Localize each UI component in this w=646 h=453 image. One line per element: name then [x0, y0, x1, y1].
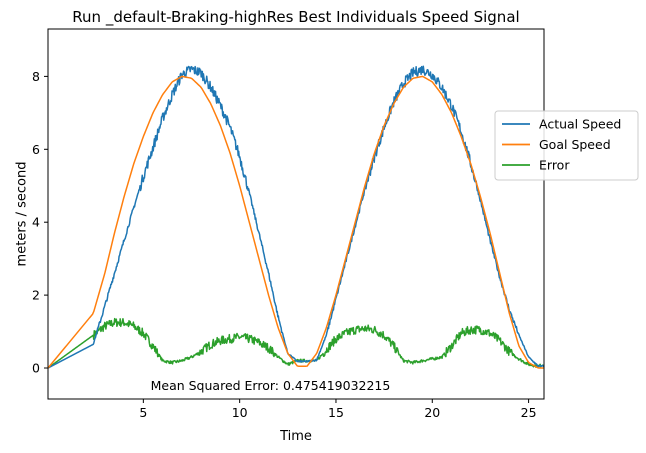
x-axis: 5 10 15 20 25 — [139, 399, 537, 420]
y-tick-label: 0 — [32, 361, 40, 376]
y-tick-label: 2 — [32, 288, 40, 303]
x-tick-label: 25 — [521, 405, 537, 420]
y-axis-label: meters / second — [15, 162, 30, 267]
series-line-actual-speed — [48, 65, 544, 369]
legend-box — [494, 110, 639, 181]
y-axis: 0 2 4 6 8 — [32, 69, 48, 376]
mse-annotation: Mean Squared Error: 0.475419032215 — [151, 378, 391, 393]
y-tick-label: 8 — [32, 69, 40, 84]
chart-title: Run _default-Braking-highRes Best Indivi… — [72, 8, 519, 27]
y-tick-label: 6 — [32, 142, 40, 157]
legend-item: Error — [502, 158, 570, 173]
x-tick-label: 5 — [139, 405, 147, 420]
legend-label: Error — [539, 158, 570, 173]
x-axis-label: Time — [279, 429, 312, 444]
series-line-goal-speed — [48, 75, 544, 369]
plot-area — [48, 65, 544, 369]
legend-item: Goal Speed — [502, 137, 611, 152]
legend-item: Actual Speed — [502, 117, 621, 132]
x-tick-label: 10 — [232, 405, 248, 420]
x-tick-label: 20 — [424, 405, 440, 420]
axes-frame — [47, 28, 545, 400]
x-tick-label: 15 — [328, 405, 344, 420]
legend-label: Actual Speed — [539, 117, 621, 132]
legend-label: Goal Speed — [539, 137, 611, 152]
legend: Actual Speed Goal Speed Error — [494, 110, 639, 181]
y-tick-label: 4 — [32, 215, 40, 230]
